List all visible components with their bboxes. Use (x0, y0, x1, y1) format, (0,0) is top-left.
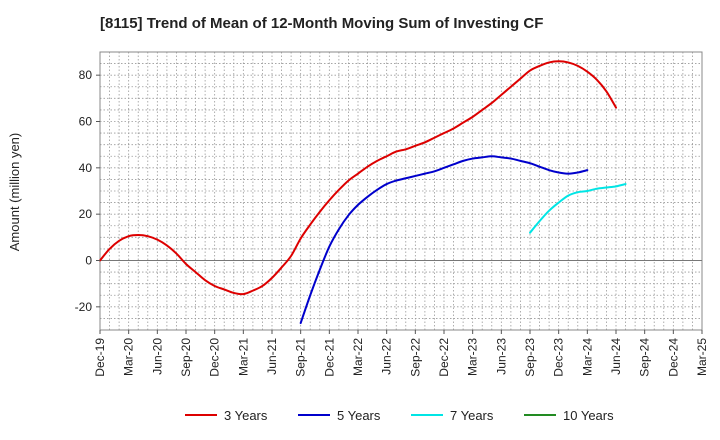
x-tick-label: Mar-20 (122, 338, 136, 376)
x-tick-label: Jun-21 (265, 338, 279, 375)
x-tick-label: Mar-25 (695, 338, 709, 376)
x-tick-label: Dec-24 (666, 338, 680, 377)
x-tick-label: Jun-20 (150, 338, 164, 375)
series-lines (99, 60, 627, 325)
series-line-3-years (99, 60, 617, 296)
x-tick-label: Dec-22 (437, 338, 451, 377)
x-tick-label: Sep-20 (179, 338, 193, 377)
series-line-7-years (529, 183, 627, 234)
y-axis: -20 0 20 40 60 80 (75, 68, 100, 314)
x-tick-label: Sep-21 (294, 338, 308, 377)
y-tick-label: 20 (79, 207, 93, 221)
x-tick-label: Dec-19 (93, 338, 107, 377)
y-tick-label: 40 (79, 161, 93, 175)
x-tick-label: Mar-21 (236, 338, 250, 376)
x-tick-label: Mar-22 (351, 338, 365, 376)
x-tick-label: Sep-23 (523, 338, 537, 377)
y-tick-label: 80 (79, 68, 93, 82)
x-tick-label: Dec-21 (322, 338, 336, 377)
x-tick-label: Jun-24 (609, 338, 623, 375)
x-tick-label: Sep-24 (638, 338, 652, 377)
x-tick-label: Sep-22 (408, 338, 422, 377)
y-tick-label: -20 (75, 300, 93, 314)
legend-label: 3 Years (224, 408, 268, 423)
y-axis-label: Amount (million yen) (7, 133, 22, 252)
series-line-5-years (299, 155, 589, 325)
y-tick-label: 0 (85, 254, 92, 268)
chart-title: [8115] Trend of Mean of 12-Month Moving … (100, 15, 544, 32)
x-tick-label: Mar-24 (580, 338, 594, 376)
legend-label: 7 Years (450, 408, 494, 423)
plot-area (99, 51, 703, 331)
x-axis: Dec-19 Mar-20 Jun-20 Sep-20 Dec-20 Mar-21 Jun-… (93, 330, 709, 377)
legend-label: 5 Years (337, 408, 381, 423)
x-tick-label: Jun-22 (380, 338, 394, 375)
x-tick-label: Dec-23 (552, 338, 566, 377)
x-tick-label: Jun-23 (494, 338, 508, 375)
x-tick-label: Mar-23 (466, 338, 480, 376)
grid-lines (100, 52, 702, 330)
legend-label: 10 Years (563, 408, 614, 423)
x-tick-label: Dec-20 (208, 338, 222, 377)
legend: 3 Years 5 Years 7 Years 10 Years (185, 408, 614, 423)
y-tick-label: 60 (79, 115, 93, 129)
